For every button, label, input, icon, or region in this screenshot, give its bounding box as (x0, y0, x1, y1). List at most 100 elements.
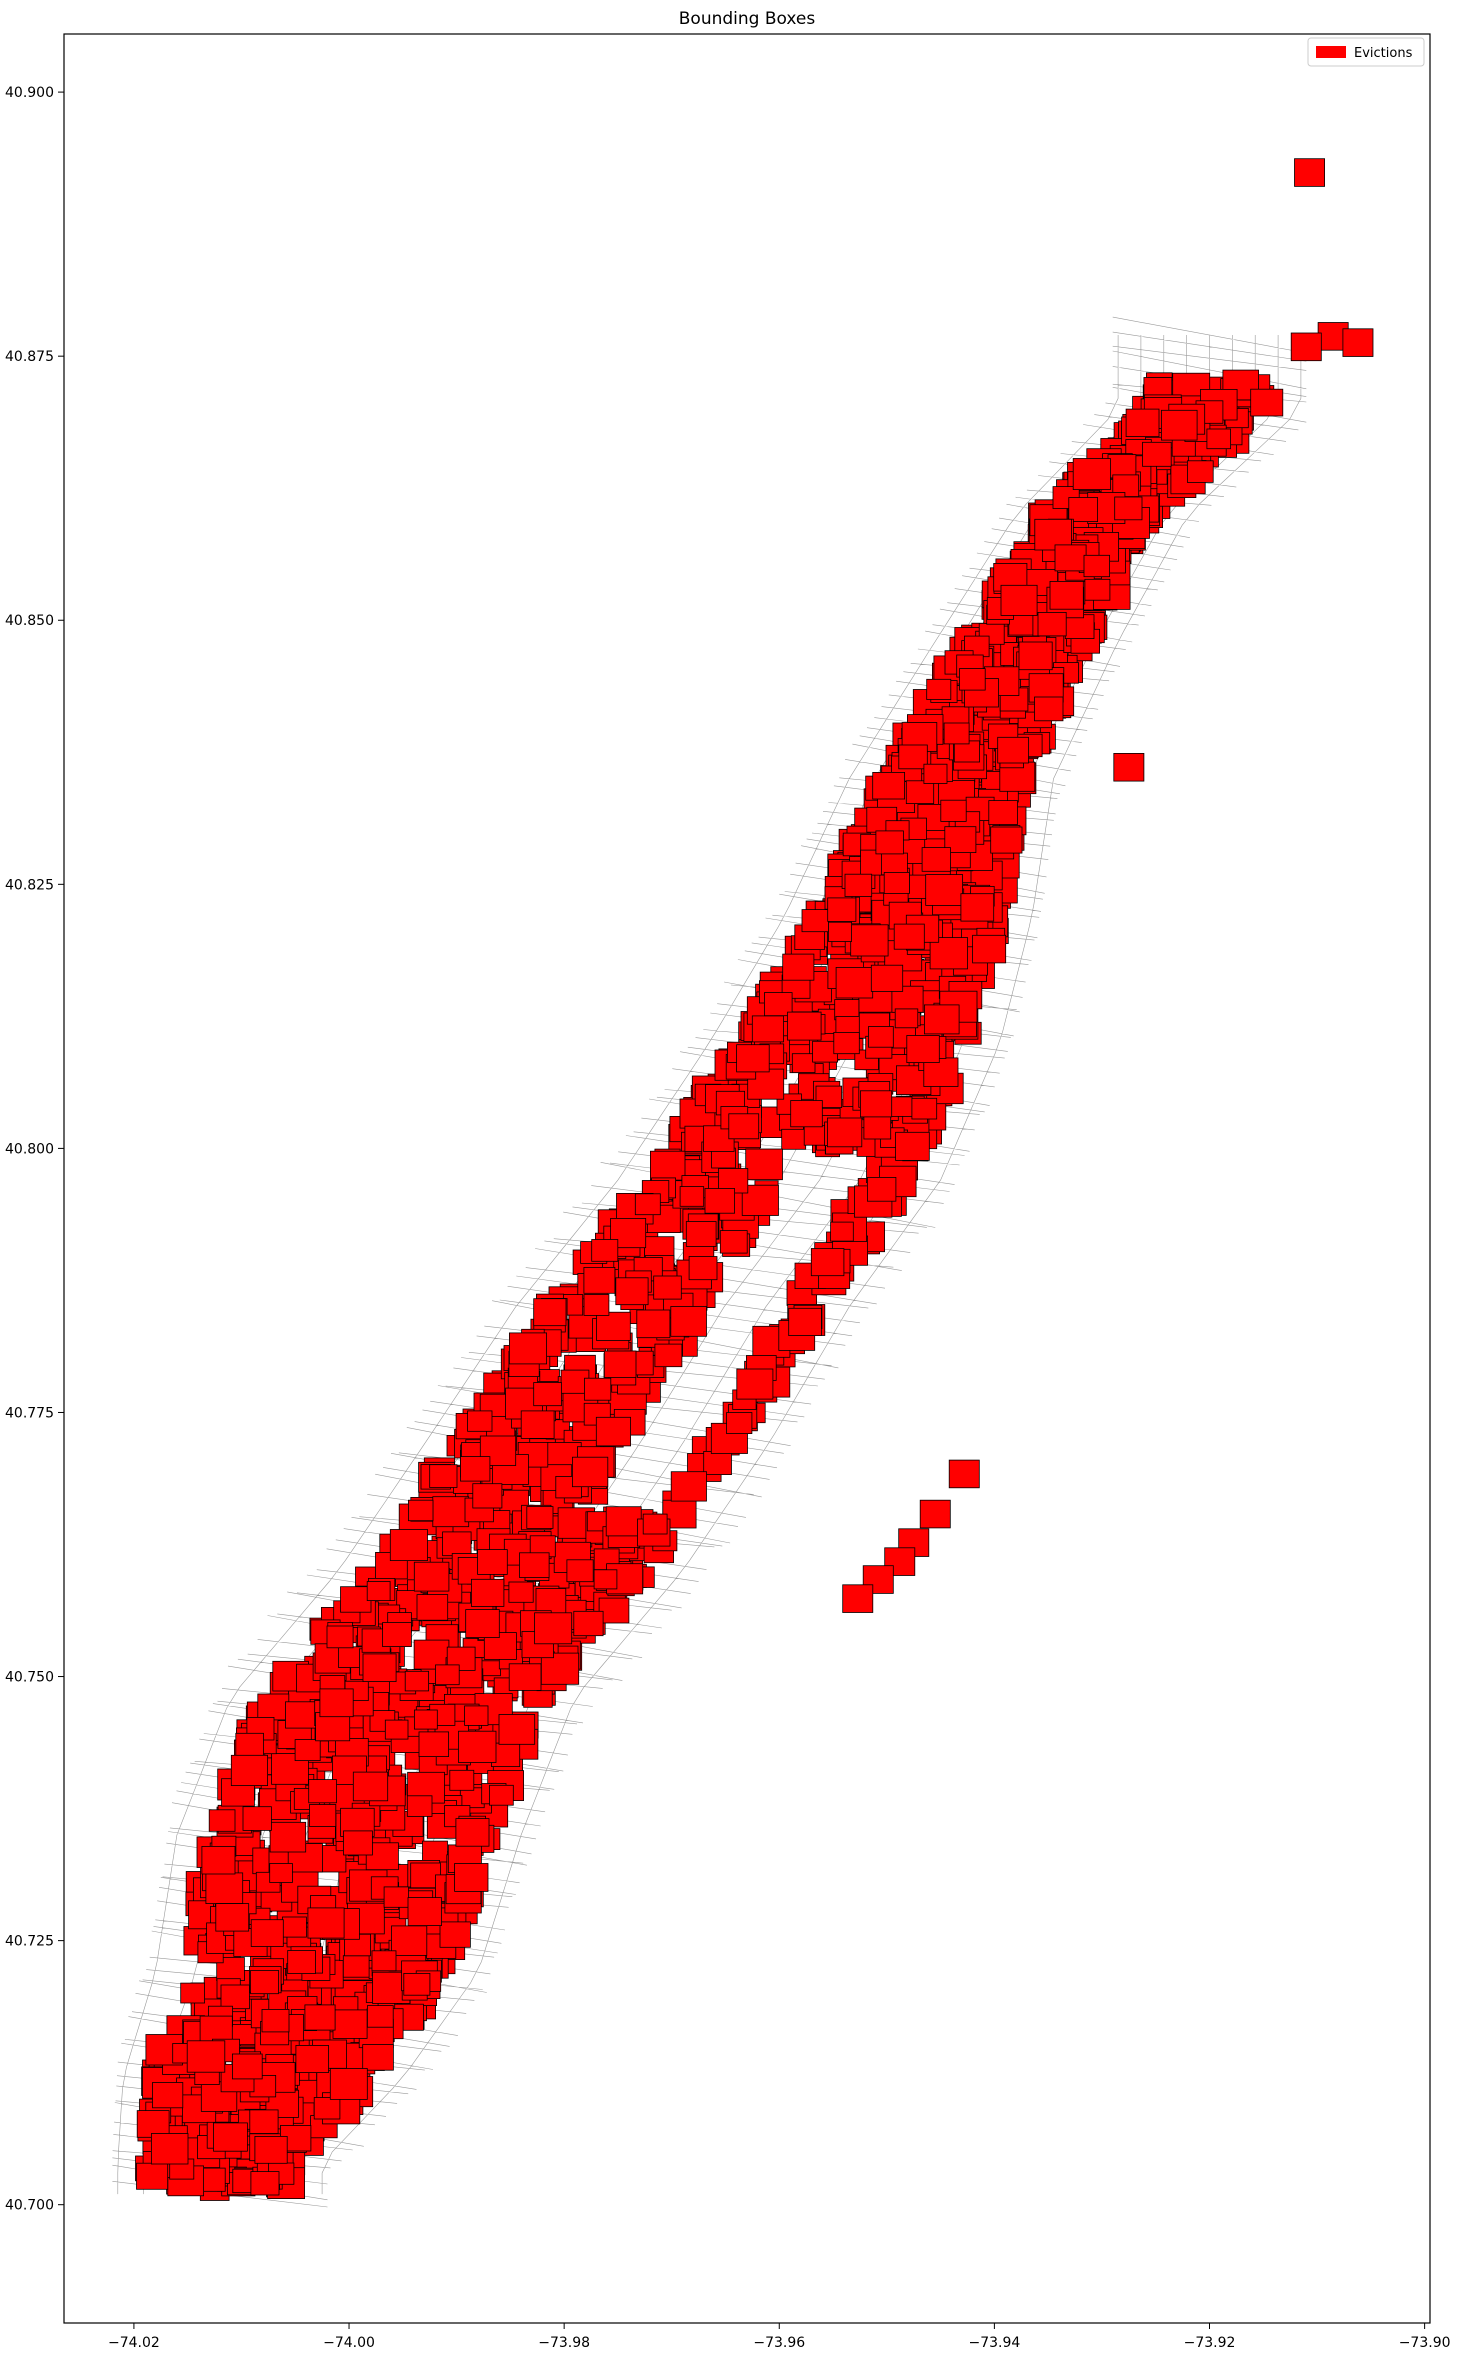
eviction-box (583, 1267, 616, 1294)
eviction-box (905, 780, 935, 804)
eviction-box (781, 1128, 807, 1150)
eviction-box (416, 1594, 449, 1621)
eviction-box (923, 763, 948, 784)
legend-swatch-evictions (1316, 46, 1346, 58)
eviction-box (533, 1298, 567, 1327)
eviction-box (1142, 441, 1172, 467)
eviction-box (269, 1821, 307, 1853)
y-tick-label: 40.750 (5, 1670, 54, 1686)
eviction-box (704, 1188, 736, 1214)
eviction-box (295, 2045, 329, 2074)
eviction-box (830, 1221, 854, 1242)
eviction-box (925, 874, 964, 906)
eviction-box (924, 1004, 960, 1035)
eviction-box (736, 1044, 770, 1073)
eviction-box (888, 1096, 913, 1117)
eviction-box (685, 1221, 717, 1247)
eviction-box-outlier (1342, 328, 1374, 357)
eviction-box (535, 1588, 567, 1614)
eviction-box (791, 1053, 816, 1073)
eviction-box (670, 1306, 707, 1337)
eviction-box (413, 1639, 450, 1670)
eviction-box (534, 1612, 573, 1645)
eviction-box (688, 1256, 718, 1281)
eviction-box (670, 1471, 707, 1502)
eviction-box (201, 1846, 236, 1875)
eviction-box (591, 1239, 619, 1262)
eviction-box (465, 1609, 500, 1638)
eviction-box (728, 1113, 760, 1140)
eviction-box (921, 847, 951, 872)
eviction-box (215, 1903, 250, 1932)
eviction-box (489, 1784, 514, 1806)
eviction-box (875, 830, 904, 855)
eviction-box (220, 1984, 250, 2010)
eviction-box (294, 1739, 321, 1761)
eviction-box (1037, 612, 1067, 637)
eviction-box (464, 1705, 489, 1726)
eviction-box (615, 1277, 649, 1306)
eviction-box (850, 924, 889, 957)
eviction-box (250, 1919, 284, 1947)
eviction-box (960, 893, 995, 922)
eviction-box (1068, 497, 1099, 523)
legend-frame (1307, 37, 1425, 67)
eviction-box (404, 1670, 430, 1692)
x-tick-label: −73.92 (1184, 2335, 1236, 2351)
eviction-box (584, 1377, 612, 1401)
x-tick-label: −73.94 (968, 2335, 1020, 2351)
eviction-box (439, 1921, 471, 1948)
eviction-box (636, 1309, 671, 1339)
eviction-box (472, 1483, 503, 1509)
eviction-box (867, 1177, 897, 1202)
eviction-box (352, 1771, 389, 1802)
eviction-box (403, 1973, 431, 1996)
chart-title: Bounding Boxes (679, 9, 816, 29)
eviction-box (319, 1688, 354, 1718)
eviction-box (304, 2004, 336, 2031)
eviction-box (1114, 496, 1143, 521)
eviction-box (281, 1916, 307, 1938)
eviction-box (1125, 408, 1160, 438)
eviction-box (844, 873, 873, 897)
eviction-box (801, 909, 829, 933)
eviction-box (250, 1970, 279, 1995)
eviction-box (498, 1714, 536, 1745)
eviction-box (389, 1529, 428, 1562)
eviction-box (572, 1456, 609, 1488)
eviction-box (642, 1513, 668, 1535)
eviction-box (997, 736, 1029, 764)
eviction-box (870, 964, 904, 992)
legend-label-evictions: Evictions (1354, 46, 1413, 61)
eviction-box (988, 800, 1018, 825)
y-tick-label: 40.775 (5, 1405, 54, 1421)
eviction-box (860, 1090, 893, 1118)
eviction-box (442, 1531, 472, 1557)
y-tick-label: 40.875 (5, 349, 54, 365)
eviction-box (136, 2110, 170, 2138)
eviction-box (654, 1343, 683, 1368)
eviction-box (872, 772, 906, 800)
eviction-box (1206, 428, 1232, 450)
eviction-box (595, 1416, 631, 1447)
eviction-box (1161, 409, 1198, 441)
eviction-box (449, 1769, 475, 1791)
eviction-box (261, 2009, 290, 2033)
x-tick-label: −73.90 (1399, 2335, 1451, 2351)
eviction-box (1018, 641, 1053, 671)
eviction-box-outlier (919, 1499, 951, 1529)
eviction-box (186, 2040, 226, 2073)
eviction-box (508, 1332, 547, 1365)
eviction-box (418, 1731, 450, 1758)
eviction-box (250, 2171, 280, 2196)
eviction-box (422, 1840, 448, 1863)
x-tick-label: −74.00 (323, 2335, 375, 2351)
x-axis: −74.02 −74.00 −73.98 −73.96 −73.94 −73.92 −73.… (108, 2323, 1451, 2351)
eviction-box (242, 1806, 272, 1831)
eviction-box (384, 1719, 409, 1740)
eviction-box (835, 967, 874, 999)
eviction-box (205, 1872, 244, 1905)
eviction-box (432, 1496, 470, 1528)
x-tick-label: −73.98 (538, 2335, 590, 2351)
